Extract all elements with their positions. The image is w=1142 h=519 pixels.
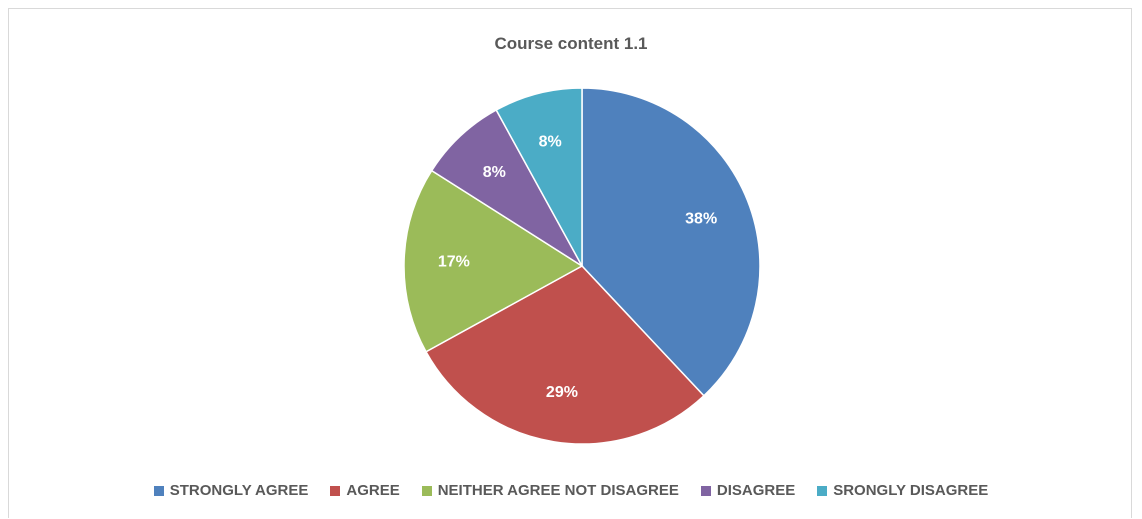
legend: STRONGLY AGREE AGREE NEITHER AGREE NOT D…: [0, 482, 1142, 499]
pie-slice-strongly-agree: [581, 87, 761, 397]
legend-label: SRONGLY DISAGREE: [833, 482, 989, 499]
pie-slice-neither-agree-not-disagree: [403, 169, 584, 353]
data-label-neither-agree-not-disagree: 17%: [438, 253, 470, 270]
legend-swatch: [153, 485, 164, 496]
data-label-srongly-disagree: 8%: [539, 133, 562, 150]
legend-item-strongly-agree: STRONGLY AGREE: [153, 482, 309, 499]
pie-slice-srongly-disagree: [495, 87, 583, 267]
legend-swatch: [700, 485, 711, 496]
pie-slice-disagree: [430, 108, 583, 267]
data-label-agree: 29%: [546, 384, 578, 401]
legend-label: STRONGLY AGREE: [169, 482, 309, 499]
data-label-strongly-agree: 38%: [685, 210, 717, 227]
legend-item-agree: AGREE: [330, 482, 400, 499]
legend-item-strongly-disagree: SRONGLY DISAGREE: [817, 482, 988, 499]
chart-title: Course content 1.1: [494, 34, 648, 53]
legend-item-disagree: DISAGREE: [700, 482, 796, 499]
legend-item-neither: NEITHER AGREE NOT DISAGREE: [421, 482, 679, 499]
legend-swatch: [330, 485, 341, 496]
legend-label: AGREE: [346, 482, 400, 499]
legend-swatch: [817, 485, 828, 496]
data-label-disagree: 8%: [483, 164, 506, 181]
legend-label: NEITHER AGREE NOT DISAGREE: [437, 482, 679, 499]
legend-swatch: [421, 485, 432, 496]
legend-label: DISAGREE: [716, 482, 796, 499]
pie-slice-agree: [424, 265, 705, 445]
